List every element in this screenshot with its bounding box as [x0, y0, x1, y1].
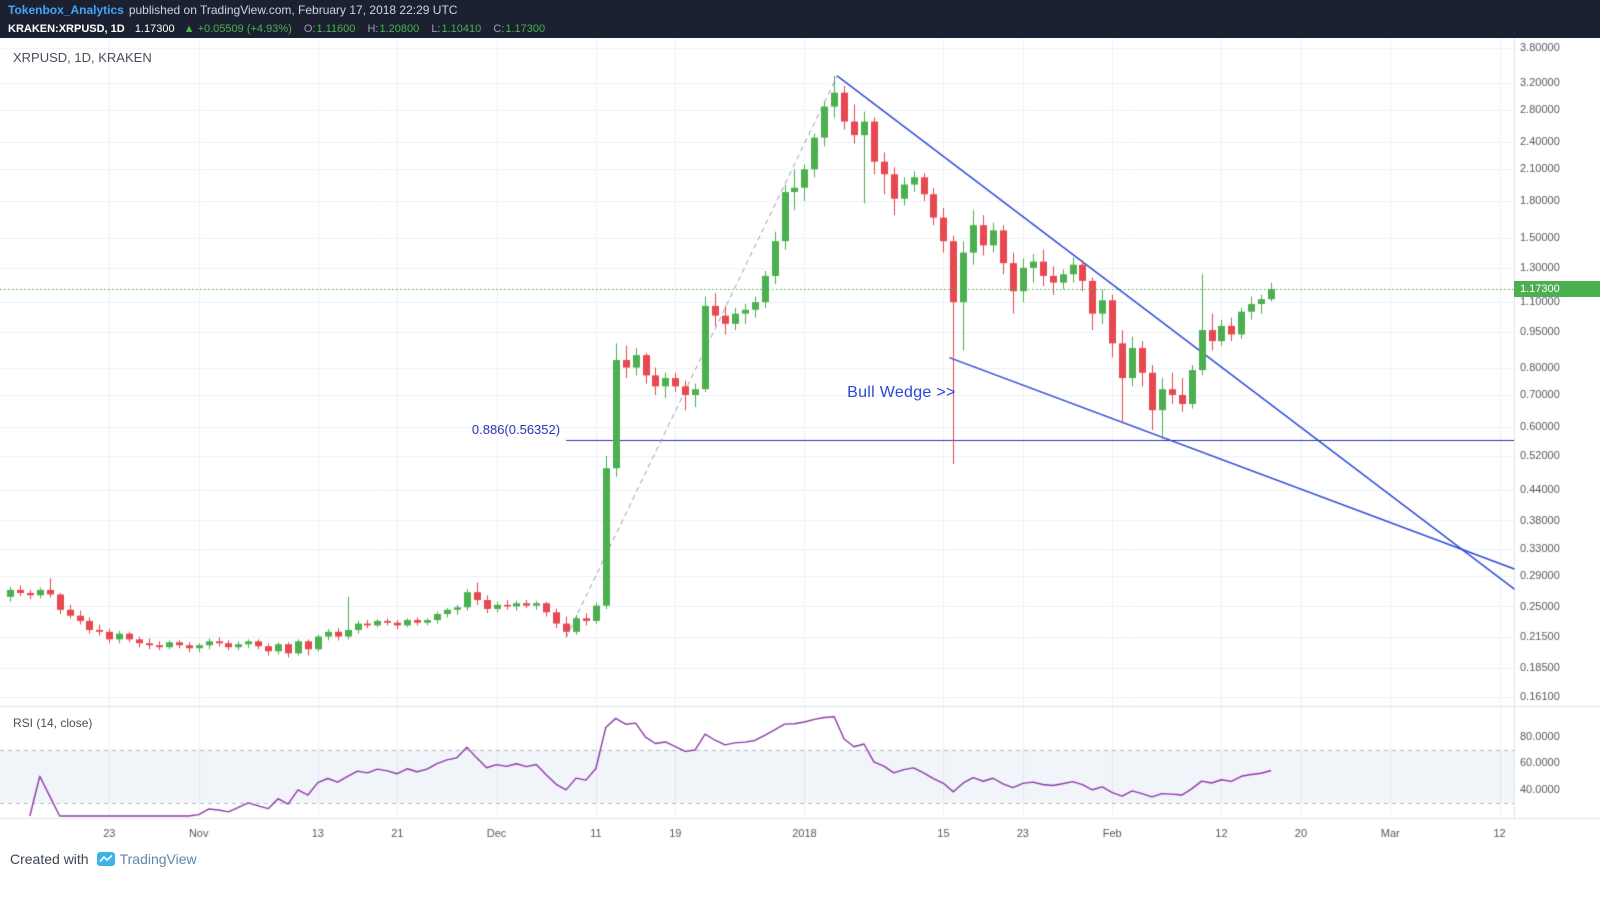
chart-legend: XRPUSD, 1D, KRAKEN: [13, 50, 152, 65]
footer: Created with TradingView: [0, 845, 1600, 898]
ohlc-open-value: 1.11600: [316, 23, 356, 35]
price-chart-canvas[interactable]: [0, 38, 1600, 845]
ticker-change: ▲ +0.05509 (+4.93%): [183, 23, 292, 35]
publish-text: published on TradingView.com, February 1…: [128, 3, 458, 17]
chart-area: XRPUSD, 1D, KRAKEN RSI (14, close) Bull …: [0, 38, 1600, 845]
ohlc-low-value: 1.10410: [441, 23, 482, 35]
tradingview-brand-text: TradingView: [119, 851, 197, 867]
ohlc-open-label: O:: [303, 23, 316, 35]
tradingview-link[interactable]: TradingView: [96, 851, 197, 867]
author-link[interactable]: Tokenbox_Analytics: [8, 3, 124, 17]
tradingview-logo-icon: [96, 852, 115, 866]
bull-wedge-annotation: Bull Wedge >>: [847, 383, 956, 401]
ohlc-high-value: 1.20800: [379, 23, 420, 35]
ohlc-close-value: 1.17300: [505, 23, 546, 35]
fib-level-label: 0.886(0.56352): [471, 421, 561, 437]
ohlc-high-label: H:: [367, 23, 379, 35]
publish-bar: Tokenbox_Analytics published on TradingVi…: [0, 0, 1600, 20]
ticker-last-price: 1.17300: [134, 23, 175, 35]
last-price-badge: 1.17300: [1514, 280, 1600, 297]
ohlc-low-label: L:: [431, 23, 441, 35]
rsi-legend: RSI (14, close): [13, 716, 93, 730]
created-with-text: Created with: [10, 851, 89, 867]
ohlc-close-label: C:: [493, 23, 505, 35]
ticker-bar: KRAKEN:XRPUSD, 1D 1.17300 ▲ +0.05509 (+4…: [0, 20, 1600, 38]
ticker-symbol: KRAKEN:XRPUSD, 1D: [8, 23, 125, 35]
